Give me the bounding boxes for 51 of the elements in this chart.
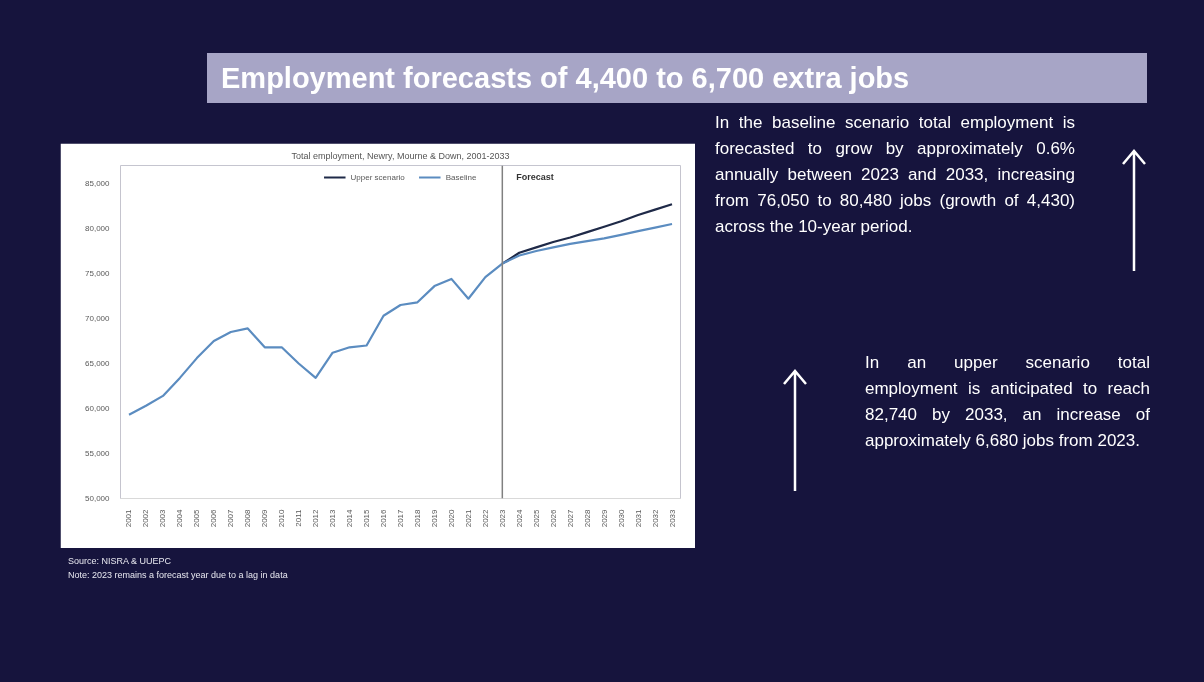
x-tick-label: 2027 bbox=[565, 508, 575, 528]
x-tick-label: 2013 bbox=[328, 508, 338, 528]
line-series bbox=[127, 222, 674, 416]
y-tick-label: 75,000 bbox=[85, 269, 111, 278]
x-tick-label: 2020 bbox=[446, 508, 456, 528]
x-tick-label: 2026 bbox=[548, 508, 558, 528]
y-tick-label: 50,000 bbox=[85, 494, 111, 503]
x-tick-label: 2021 bbox=[463, 508, 473, 528]
text: Note: 2023 remains a forecast year due to a lag in data bbox=[68, 570, 288, 580]
x-tick-label: 2018 bbox=[412, 508, 422, 528]
legend-label: Upper scenario bbox=[350, 172, 405, 182]
x-tick-label: 2005 bbox=[192, 508, 202, 528]
text: In an upper scenario total employment is anticipated to reach 82,740 by 2033, an increase of approximately 6,680 jobs from 2023. bbox=[865, 352, 1150, 452]
legend-label: Baseline bbox=[445, 172, 477, 182]
chart-subtitle: Total employment, Newry, Mourne & Down, 2001-2033 bbox=[291, 150, 510, 161]
x-tick-label: 2003 bbox=[158, 508, 168, 528]
ref-line-label: Forecast bbox=[516, 171, 554, 182]
x-tick-label: 2029 bbox=[599, 508, 609, 528]
chart-title: Employment forecasts of 4,400 to 6,700 extra jobs bbox=[207, 53, 1147, 103]
x-tick-label: 2024 bbox=[514, 508, 524, 528]
y-tick-label: 85,000 bbox=[85, 179, 111, 188]
x-tick-label: 2025 bbox=[531, 508, 541, 528]
y-tick-label: 70,000 bbox=[85, 314, 111, 323]
x-tick-label: 2014 bbox=[345, 508, 355, 528]
x-tick-label: 2011 bbox=[294, 508, 304, 527]
x-tick-label: 2033 bbox=[667, 508, 677, 528]
y-tick-label: 60,000 bbox=[85, 404, 111, 413]
x-tick-label: 2006 bbox=[209, 508, 219, 528]
y-tick-label: 55,000 bbox=[85, 449, 111, 458]
source-note: Source: NISRA & UUEPC bbox=[68, 556, 172, 566]
x-tick-label: 2031 bbox=[633, 508, 643, 528]
x-tick-label: 2010 bbox=[277, 508, 287, 528]
x-tick-label: 2032 bbox=[650, 508, 660, 528]
x-tick-label: 2030 bbox=[616, 508, 626, 528]
x-tick-label: 2015 bbox=[362, 508, 372, 528]
y-tick-label: 80,000 bbox=[85, 224, 111, 233]
y-tick-label: 65,000 bbox=[85, 359, 111, 368]
x-tick-label: 2012 bbox=[311, 508, 321, 528]
x-tick-label: 2009 bbox=[260, 508, 270, 528]
x-tick-label: 2004 bbox=[175, 508, 185, 528]
x-tick-label: 2008 bbox=[243, 508, 253, 528]
x-tick-label: 2016 bbox=[379, 508, 389, 528]
x-tick-label: 2017 bbox=[396, 508, 405, 528]
x-tick-label: 2002 bbox=[141, 508, 151, 528]
x-tick-label: 2007 bbox=[226, 508, 236, 528]
x-tick-label: 2001 bbox=[124, 508, 134, 528]
x-tick-label: 2028 bbox=[582, 508, 592, 528]
text: In the baseline scenario total employment is forecasted to grow by approximately 0.6% annually between 2023 and 2033, increasing from 76,050 to 80,480 jobs (growth of 4,430) across the 10-year period. bbox=[715, 112, 1075, 238]
x-tick-label: 2023 bbox=[497, 508, 507, 528]
x-tick-label: 2019 bbox=[429, 508, 439, 528]
x-tick-label: 2022 bbox=[480, 508, 490, 528]
